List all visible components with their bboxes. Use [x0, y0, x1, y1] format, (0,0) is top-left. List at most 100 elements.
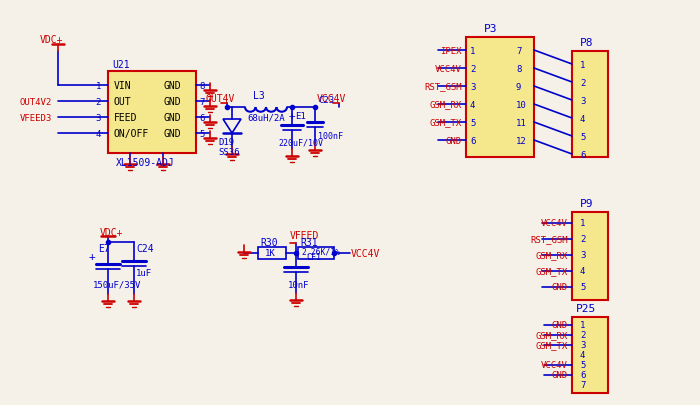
Text: GSM_RX: GSM_RX — [430, 100, 462, 109]
Text: XL1509-ADJ: XL1509-ADJ — [116, 158, 175, 168]
Text: OUT4V: OUT4V — [205, 94, 235, 104]
Text: VCC4V: VCC4V — [435, 64, 462, 73]
Text: GND: GND — [163, 81, 181, 91]
Text: 100nF: 100nF — [318, 131, 343, 140]
Text: GND: GND — [163, 129, 181, 139]
Text: VCC4V: VCC4V — [541, 360, 568, 370]
Text: P3: P3 — [484, 24, 498, 34]
Text: 4: 4 — [470, 100, 475, 109]
Text: +: + — [289, 111, 295, 121]
Text: U21: U21 — [112, 60, 130, 70]
Text: 1K: 1K — [265, 249, 276, 258]
Bar — [258, 247, 286, 259]
Bar — [572, 317, 608, 393]
Text: E7: E7 — [98, 243, 110, 254]
Text: 4: 4 — [580, 114, 585, 123]
Text: OUT: OUT — [114, 97, 132, 107]
Text: GND: GND — [163, 113, 181, 123]
Text: GND: GND — [552, 283, 568, 292]
Text: 7: 7 — [580, 381, 585, 390]
Bar — [108, 72, 196, 153]
Text: GND: GND — [552, 371, 568, 379]
Text: 1: 1 — [470, 47, 475, 55]
Text: +: + — [89, 252, 96, 261]
Text: L3: L3 — [253, 91, 265, 101]
Text: VCC4V: VCC4V — [541, 219, 568, 228]
Text: C23: C23 — [318, 95, 334, 104]
Text: 68uH/2A: 68uH/2A — [247, 113, 285, 122]
Text: VCC4V: VCC4V — [351, 248, 380, 258]
Text: 6: 6 — [580, 371, 585, 379]
Bar — [298, 247, 334, 259]
Text: GSM_RX: GSM_RX — [536, 251, 568, 260]
Text: C24: C24 — [136, 243, 153, 254]
Text: D19: D19 — [218, 137, 234, 146]
Text: R31: R31 — [300, 237, 318, 247]
Text: RST_GSM: RST_GSM — [424, 82, 462, 91]
Text: 2: 2 — [580, 235, 585, 244]
Text: 4: 4 — [580, 351, 585, 360]
Text: 10: 10 — [516, 100, 526, 109]
Text: 1: 1 — [96, 81, 101, 90]
Text: 2.26K/1%: 2.26K/1% — [301, 247, 340, 256]
Text: 2: 2 — [580, 331, 585, 340]
Text: 5: 5 — [199, 129, 204, 138]
Text: VDC+: VDC+ — [100, 228, 123, 237]
Text: 10nF: 10nF — [288, 281, 309, 290]
Text: CF1: CF1 — [306, 253, 321, 262]
Text: 150uF/35V: 150uF/35V — [93, 280, 141, 289]
Text: RST_GSM: RST_GSM — [531, 235, 568, 244]
Polygon shape — [223, 120, 241, 134]
Text: 9: 9 — [516, 82, 522, 91]
Bar — [572, 213, 608, 300]
Text: 7: 7 — [199, 97, 204, 106]
Bar — [572, 52, 608, 158]
Text: VCC4V: VCC4V — [317, 94, 346, 104]
Text: VIN: VIN — [114, 81, 132, 91]
Text: 7: 7 — [516, 47, 522, 55]
Text: 5: 5 — [580, 132, 585, 141]
Text: 8: 8 — [199, 81, 204, 90]
Text: P9: P9 — [580, 198, 594, 209]
Text: 5: 5 — [580, 360, 585, 370]
Text: 1uF: 1uF — [136, 268, 152, 277]
Text: 6: 6 — [199, 113, 204, 122]
Text: 8: 8 — [516, 64, 522, 73]
Text: P8: P8 — [580, 38, 594, 48]
Text: 2: 2 — [96, 97, 101, 106]
Text: 2: 2 — [470, 64, 475, 73]
Text: OUT4V2: OUT4V2 — [20, 97, 52, 106]
Text: R30: R30 — [260, 237, 278, 247]
Text: GSM_TX: GSM_TX — [536, 341, 568, 350]
Text: VFEED3: VFEED3 — [20, 113, 52, 122]
Text: 3: 3 — [580, 341, 585, 350]
Text: FEED: FEED — [114, 113, 137, 123]
Text: GSM_TX: GSM_TX — [536, 267, 568, 276]
Text: 1: 1 — [580, 60, 585, 69]
Text: 220uF/10V: 220uF/10V — [278, 138, 323, 147]
Text: 3: 3 — [470, 82, 475, 91]
Text: 3: 3 — [580, 96, 585, 105]
Text: E1: E1 — [295, 111, 306, 120]
Text: 3: 3 — [96, 113, 101, 122]
Text: 6: 6 — [580, 150, 585, 159]
Text: 1: 1 — [580, 219, 585, 228]
Text: P25: P25 — [576, 303, 596, 313]
Text: 5: 5 — [580, 283, 585, 292]
Text: ON/OFF: ON/OFF — [114, 129, 149, 139]
Text: GND: GND — [163, 97, 181, 107]
Text: 6: 6 — [470, 136, 475, 145]
Text: VFEED: VFEED — [290, 230, 319, 241]
Text: GSM_TX: GSM_TX — [430, 118, 462, 127]
Text: 4: 4 — [96, 129, 101, 138]
Text: GND: GND — [446, 136, 462, 145]
Text: 2: 2 — [580, 78, 585, 87]
Text: 1: 1 — [580, 321, 585, 330]
Text: 11: 11 — [516, 118, 526, 127]
Text: IPEX: IPEX — [440, 47, 462, 55]
Text: 12: 12 — [516, 136, 526, 145]
Text: SS36: SS36 — [218, 147, 239, 156]
Text: 4: 4 — [580, 267, 585, 276]
Text: 5: 5 — [470, 118, 475, 127]
Text: 3: 3 — [580, 251, 585, 260]
